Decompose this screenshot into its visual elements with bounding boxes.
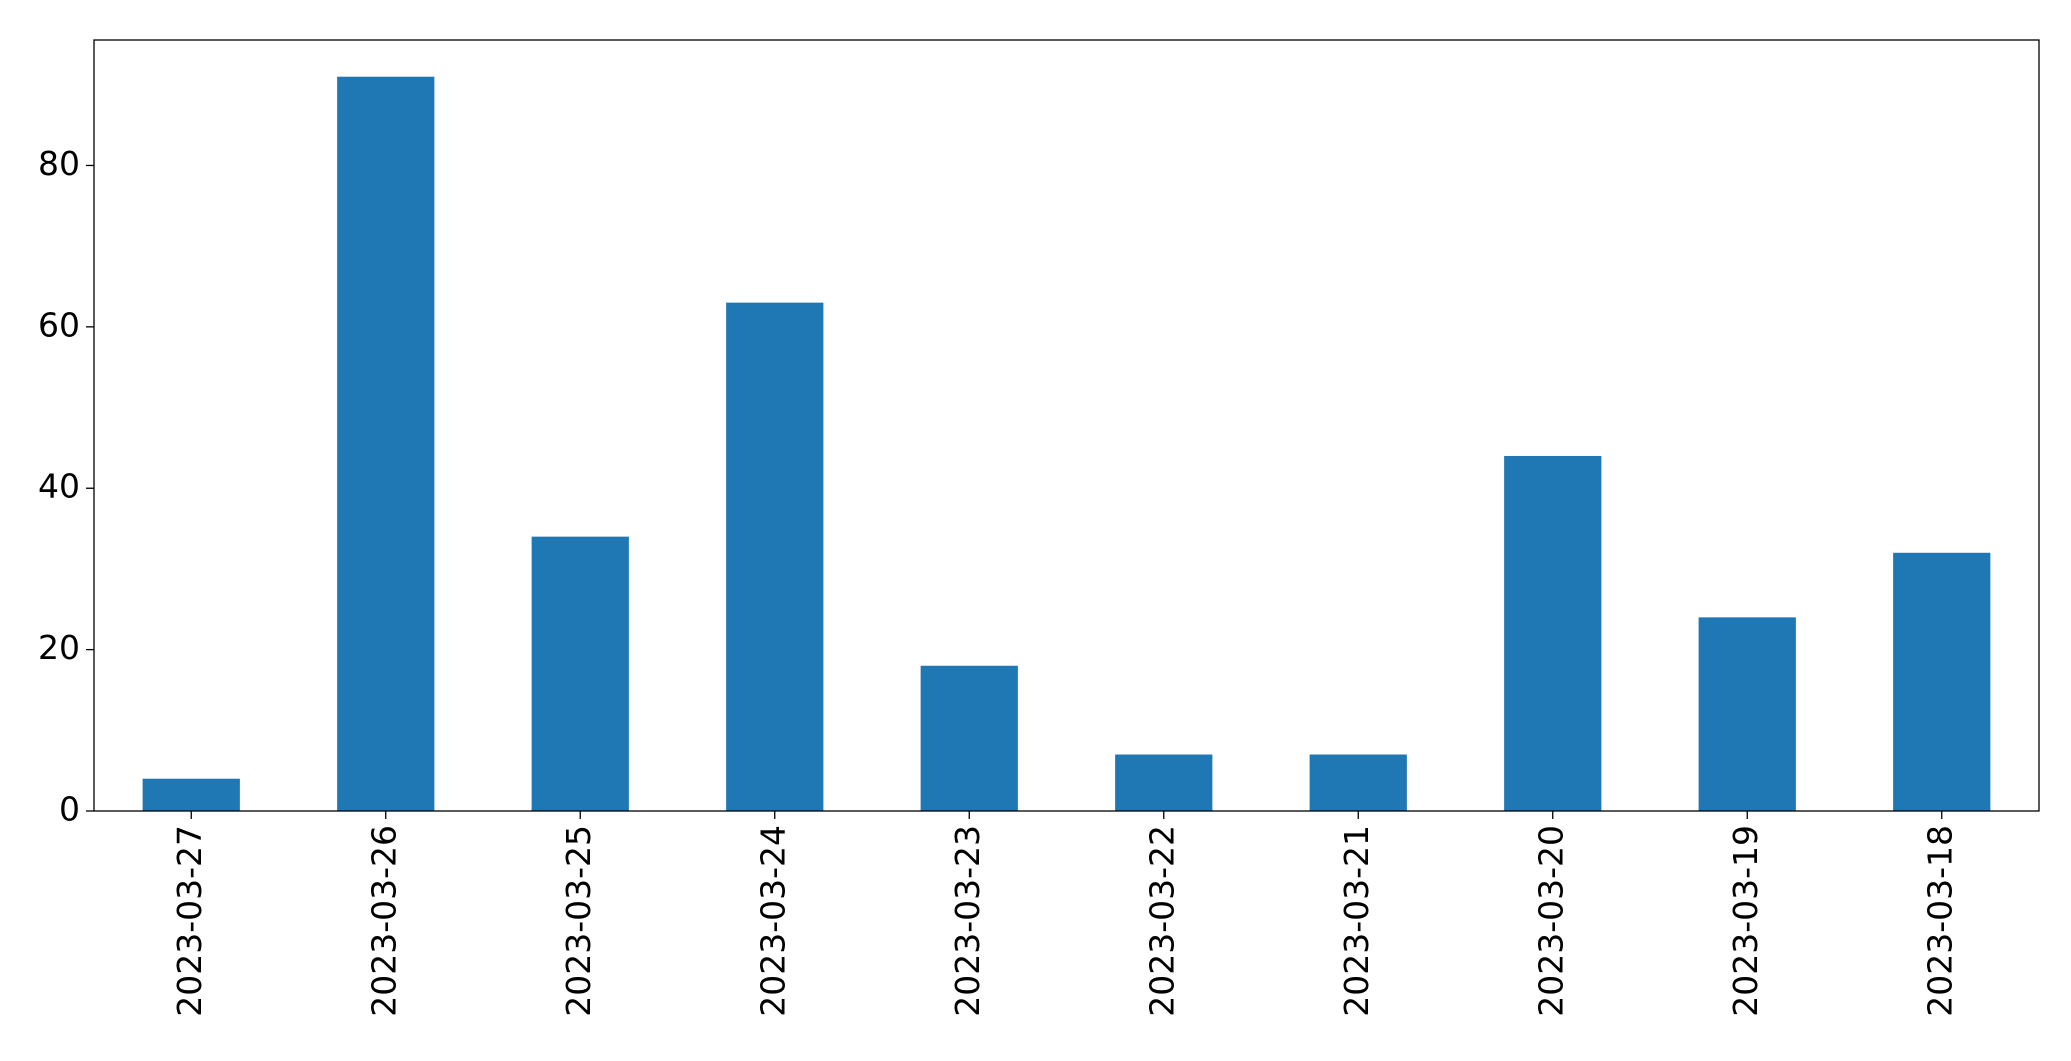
bar — [1504, 455, 1602, 811]
bar — [1698, 617, 1796, 811]
x-tick-label: 2023-03-27 — [170, 825, 209, 1017]
x-tick-label: 2023-03-23 — [948, 825, 987, 1017]
x-tick-label: 2023-03-20 — [1531, 825, 1570, 1017]
bar — [1893, 552, 1991, 811]
bar — [337, 76, 435, 811]
bar — [531, 536, 629, 811]
bar — [142, 778, 240, 811]
x-tick-label: 2023-03-18 — [1920, 825, 1959, 1017]
bar — [726, 302, 824, 811]
x-tick-label: 2023-03-22 — [1142, 825, 1181, 1017]
bar — [1309, 754, 1407, 811]
plot-frame — [93, 39, 2040, 812]
x-tick-label: 2023-03-24 — [753, 825, 792, 1017]
y-tick-label: 20 — [38, 628, 80, 667]
x-tick-label: 2023-03-25 — [559, 825, 598, 1017]
y-tick-label: 0 — [59, 790, 80, 829]
bar — [920, 665, 1018, 811]
bar — [1115, 754, 1213, 811]
x-tick-label: 2023-03-19 — [1726, 825, 1765, 1017]
y-tick-label: 60 — [38, 305, 80, 344]
y-tick-label: 40 — [38, 467, 80, 506]
x-tick-label: 2023-03-21 — [1337, 825, 1376, 1017]
y-tick-label: 80 — [38, 144, 80, 183]
x-tick-label: 2023-03-26 — [364, 825, 403, 1017]
